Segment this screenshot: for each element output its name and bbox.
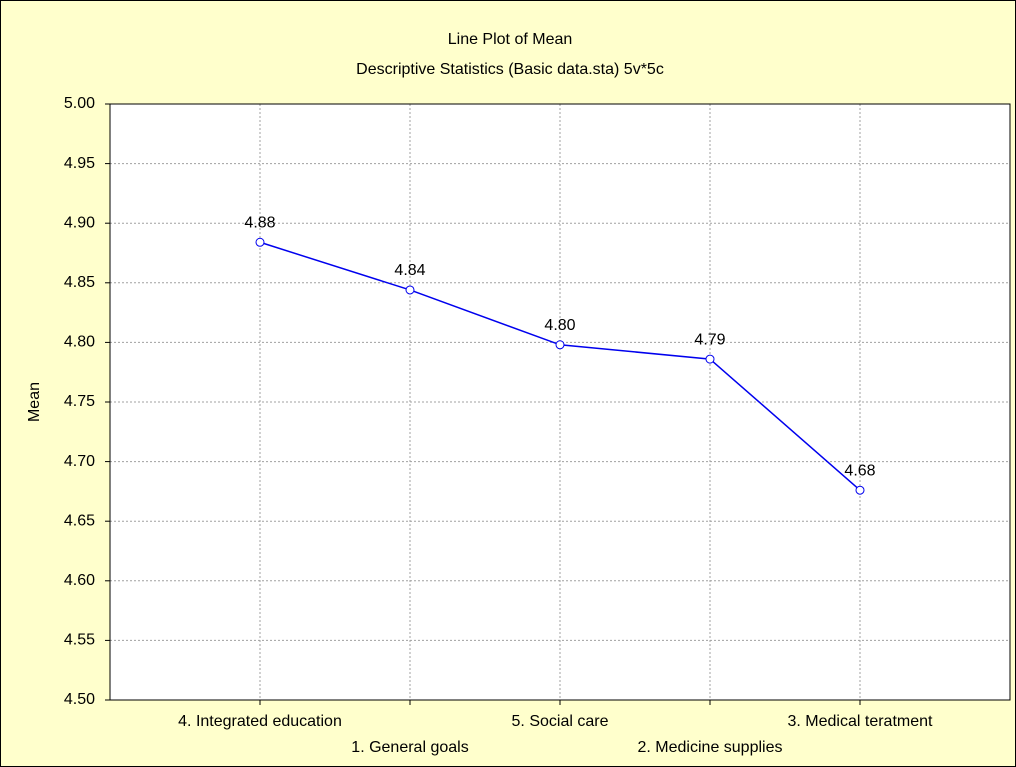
x-tick-label: 2. Medicine supplies (638, 739, 783, 756)
y-tick-label: 4.75 (64, 393, 95, 410)
marker (405, 285, 415, 295)
y-tick-label: 4.70 (64, 453, 95, 470)
plot-area (109, 103, 1011, 701)
data-label: 4.80 (544, 317, 575, 334)
data-label: 4.84 (394, 262, 425, 279)
y-axis-label: Mean (26, 382, 43, 422)
data-label: 4.68 (844, 462, 875, 479)
y-tick-label: 4.55 (64, 632, 95, 649)
y-tick-label: 5.00 (64, 95, 95, 112)
x-tick-label: 1. General goals (351, 739, 468, 756)
marker (555, 340, 565, 350)
y-tick-label: 4.65 (64, 512, 95, 529)
chart-title: Line Plot of Mean (448, 31, 573, 48)
data-label: 4.88 (244, 214, 275, 231)
y-tick-label: 4.80 (64, 334, 95, 351)
marker (855, 485, 865, 495)
marker (255, 237, 265, 247)
data-label: 4.79 (694, 331, 725, 348)
y-tick-label: 4.95 (64, 155, 95, 172)
y-tick-label: 4.90 (64, 214, 95, 231)
x-tick-label: 3. Medical teratment (788, 713, 934, 730)
chart-subtitle: Descriptive Statistics (Basic data.sta) … (356, 61, 664, 78)
x-tick-label: 5. Social care (512, 713, 609, 730)
x-tick-label: 4. Integrated education (178, 713, 342, 730)
y-tick-label: 4.50 (64, 691, 95, 708)
marker (705, 354, 715, 364)
y-tick-label: 4.60 (64, 572, 95, 589)
y-tick-label: 4.85 (64, 274, 95, 291)
